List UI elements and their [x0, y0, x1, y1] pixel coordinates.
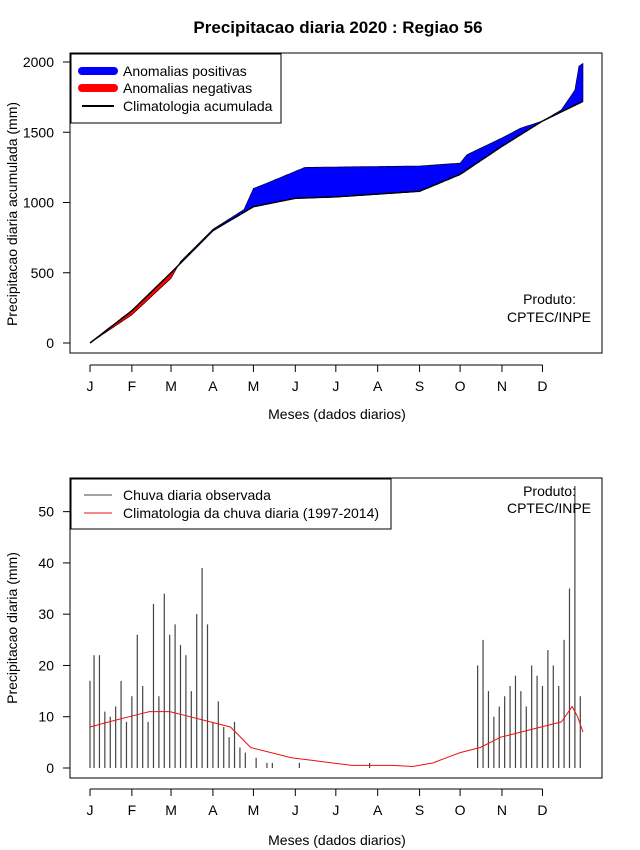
x-tick-label: M — [248, 802, 260, 818]
x-tick-label: N — [497, 378, 507, 394]
x-tick-label: A — [373, 378, 383, 394]
bottom-legend-box — [70, 478, 392, 530]
y-tick-label: 20 — [38, 657, 54, 673]
y-tick-label: 500 — [31, 265, 55, 281]
x-tick-label: O — [455, 378, 466, 394]
bottom-xlabel: Meses (dados diarios) — [268, 832, 406, 848]
x-tick-label: M — [165, 802, 177, 818]
x-tick-label: S — [415, 378, 424, 394]
x-tick-label: D — [537, 378, 547, 394]
y-tick-label: 30 — [38, 606, 54, 622]
x-tick-label: J — [292, 802, 299, 818]
y-tick-label: 0 — [46, 335, 54, 351]
y-tick-label: 2000 — [23, 54, 54, 70]
top-product-label: Produto: — [523, 291, 576, 307]
x-tick-label: A — [373, 802, 383, 818]
chart-title: Precipitacao diaria 2020 : Regiao 56 — [193, 18, 482, 37]
x-tick-label: F — [128, 802, 137, 818]
top-ylabel: Precipitacao diaria acumulada (mm) — [4, 102, 20, 326]
y-tick-label: 1000 — [23, 195, 54, 211]
x-tick-label: S — [415, 802, 424, 818]
legend-label-negative: Anomalias negativas — [123, 80, 252, 96]
bottom-ylabel: Precipitacao diaria (mm) — [4, 552, 20, 704]
bottom-legend: Chuva diaria observada Climatologia da c… — [70, 478, 392, 530]
x-tick-label: J — [292, 378, 299, 394]
x-tick-label: O — [455, 802, 466, 818]
top-legend: Anomalias positivas Anomalias negativas … — [70, 53, 282, 124]
daily-climatology-line — [89, 705, 584, 768]
observed-rain-bars — [89, 486, 581, 768]
y-tick-label: 0 — [46, 760, 54, 776]
bottom-y-axis: 0 10 20 30 40 50 — [38, 504, 71, 776]
legend-label-climatology: Climatologia acumulada — [123, 98, 273, 114]
x-tick-label: J — [332, 378, 339, 394]
negative-anomaly-area — [91, 265, 179, 343]
y-tick-label: 10 — [38, 709, 54, 725]
top-xlabel: Meses (dados diarios) — [268, 406, 406, 422]
x-tick-label: J — [87, 378, 94, 394]
climatology-accumulated-line — [89, 100, 584, 344]
daily-climatology-line-path — [89, 705, 584, 768]
legend-label-observed: Chuva diaria observada — [123, 487, 271, 503]
y-tick-label: 50 — [38, 504, 54, 520]
top-anomaly-areas — [89, 62, 584, 344]
x-tick-label: M — [165, 378, 177, 394]
legend-label-positive: Anomalias positivas — [123, 63, 247, 79]
x-tick-label: F — [128, 378, 137, 394]
bottom-product-source: CPTEC/INPE — [507, 500, 591, 516]
top-y-axis: 0 500 1000 1500 2000 — [23, 54, 71, 351]
top-panel: 0 500 1000 1500 2000 J F M A M J J A S O N D Precipitac… — [4, 52, 603, 422]
x-tick-label: J — [87, 802, 94, 818]
bottom-panel: 0 10 20 30 40 50 J F M A M J J A S O N D Precipitacao di… — [4, 477, 603, 848]
x-tick-label: J — [332, 802, 339, 818]
x-tick-label: A — [208, 378, 218, 394]
bottom-product-label: Produto: — [523, 483, 576, 499]
top-product-source: CPTEC/INPE — [507, 309, 591, 325]
legend-label-daily-climatology: Climatologia da chuva diaria (1997-2014) — [123, 505, 379, 521]
x-tick-label: D — [537, 802, 547, 818]
y-tick-label: 1500 — [23, 124, 54, 140]
x-tick-label: M — [248, 378, 260, 394]
y-tick-label: 40 — [38, 555, 54, 571]
x-tick-label: A — [208, 802, 218, 818]
x-tick-label: N — [497, 802, 507, 818]
